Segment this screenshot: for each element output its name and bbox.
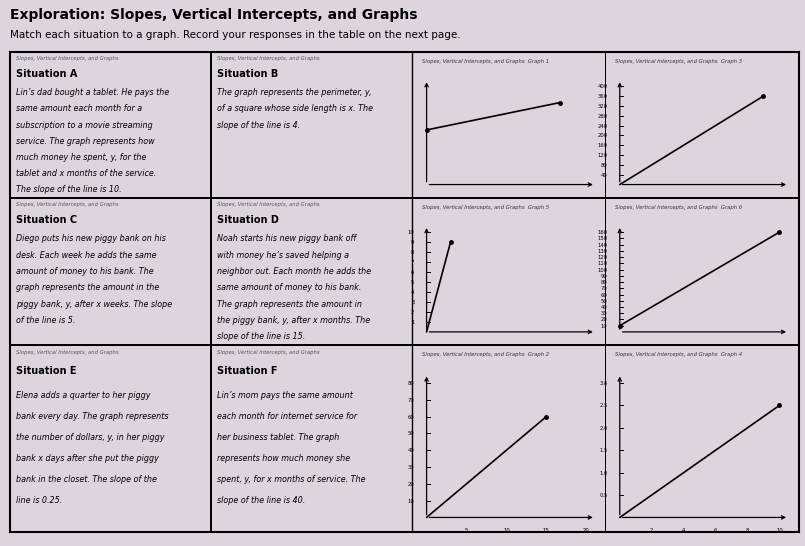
Text: much money he spent, y, for the: much money he spent, y, for the bbox=[16, 153, 147, 162]
Text: bank in the closet. The slope of the: bank in the closet. The slope of the bbox=[16, 475, 157, 484]
Text: Lin’s mom pays the same amount: Lin’s mom pays the same amount bbox=[217, 391, 353, 400]
Text: desk. Each week he adds the same: desk. Each week he adds the same bbox=[16, 251, 156, 260]
Text: Slopes, Vertical Intercepts, and Graphs  Graph 4: Slopes, Vertical Intercepts, and Graphs … bbox=[615, 352, 742, 357]
Text: each month for internet service for: each month for internet service for bbox=[217, 412, 357, 422]
Text: same amount each month for a: same amount each month for a bbox=[16, 104, 142, 114]
Text: her business tablet. The graph: her business tablet. The graph bbox=[217, 434, 340, 442]
Text: bank x days after she put the piggy: bank x days after she put the piggy bbox=[16, 454, 159, 463]
Text: Elena adds a quarter to her piggy: Elena adds a quarter to her piggy bbox=[16, 391, 151, 400]
Text: spent, y, for x months of service. The: spent, y, for x months of service. The bbox=[217, 475, 365, 484]
Text: with money he’s saved helping a: with money he’s saved helping a bbox=[217, 251, 349, 260]
Text: Situation E: Situation E bbox=[16, 366, 76, 376]
Text: Match each situation to a graph. Record your responses in the table on the next : Match each situation to a graph. Record … bbox=[10, 30, 460, 40]
Text: Slopes, Vertical Intercepts, and Graphs: Slopes, Vertical Intercepts, and Graphs bbox=[217, 349, 320, 354]
Text: of a square whose side length is x. The: of a square whose side length is x. The bbox=[217, 104, 374, 114]
Text: Situation B: Situation B bbox=[217, 69, 279, 79]
Text: the piggy bank, y, after x months. The: the piggy bank, y, after x months. The bbox=[217, 316, 370, 325]
Text: The graph represents the perimeter, y,: The graph represents the perimeter, y, bbox=[217, 88, 372, 97]
Text: Situation D: Situation D bbox=[217, 215, 279, 224]
Text: Situation C: Situation C bbox=[16, 215, 77, 224]
Text: Lin’s dad bought a tablet. He pays the: Lin’s dad bought a tablet. He pays the bbox=[16, 88, 169, 97]
Text: Slopes, Vertical Intercepts, and Graphs: Slopes, Vertical Intercepts, and Graphs bbox=[16, 56, 118, 61]
Text: service. The graph represents how: service. The graph represents how bbox=[16, 136, 155, 146]
Text: Situation F: Situation F bbox=[217, 366, 278, 376]
Text: Noah starts his new piggy bank off: Noah starts his new piggy bank off bbox=[217, 234, 357, 244]
Text: Situation A: Situation A bbox=[16, 69, 77, 79]
Text: Slopes, Vertical Intercepts, and Graphs  Graph 5: Slopes, Vertical Intercepts, and Graphs … bbox=[422, 205, 549, 210]
Text: The graph represents the amount in: The graph represents the amount in bbox=[217, 300, 362, 308]
Text: neighbor out. Each month he adds the: neighbor out. Each month he adds the bbox=[217, 267, 371, 276]
Text: Slopes, Vertical Intercepts, and Graphs: Slopes, Vertical Intercepts, and Graphs bbox=[16, 349, 118, 354]
Text: slope of the line is 40.: slope of the line is 40. bbox=[217, 496, 306, 505]
Text: line is 0.25.: line is 0.25. bbox=[16, 496, 62, 505]
Text: bank every day. The graph represents: bank every day. The graph represents bbox=[16, 412, 168, 422]
Text: subscription to a movie streaming: subscription to a movie streaming bbox=[16, 121, 153, 129]
Text: piggy bank, y, after x weeks. The slope: piggy bank, y, after x weeks. The slope bbox=[16, 300, 172, 308]
Text: same amount of money to his bank.: same amount of money to his bank. bbox=[217, 283, 361, 293]
Text: Diego puts his new piggy bank on his: Diego puts his new piggy bank on his bbox=[16, 234, 166, 244]
Text: represents how much money she: represents how much money she bbox=[217, 454, 350, 463]
Text: Exploration: Slopes, Vertical Intercepts, and Graphs: Exploration: Slopes, Vertical Intercepts… bbox=[10, 8, 417, 22]
Text: slope of the line is 15.: slope of the line is 15. bbox=[217, 333, 306, 341]
Text: Slopes, Vertical Intercepts, and Graphs: Slopes, Vertical Intercepts, and Graphs bbox=[217, 56, 320, 61]
Text: graph represents the amount in the: graph represents the amount in the bbox=[16, 283, 159, 293]
Text: Slopes, Vertical Intercepts, and Graphs  Graph 2: Slopes, Vertical Intercepts, and Graphs … bbox=[422, 352, 549, 357]
Text: tablet and x months of the service.: tablet and x months of the service. bbox=[16, 169, 156, 178]
Text: Slopes, Vertical Intercepts, and Graphs  Graph 1: Slopes, Vertical Intercepts, and Graphs … bbox=[422, 59, 549, 64]
Text: slope of the line is 4.: slope of the line is 4. bbox=[217, 121, 300, 129]
Text: Slopes, Vertical Intercepts, and Graphs: Slopes, Vertical Intercepts, and Graphs bbox=[217, 202, 320, 207]
Text: Slopes, Vertical Intercepts, and Graphs: Slopes, Vertical Intercepts, and Graphs bbox=[16, 202, 118, 207]
Text: The slope of the line is 10.: The slope of the line is 10. bbox=[16, 185, 122, 194]
Text: the number of dollars, y, in her piggy: the number of dollars, y, in her piggy bbox=[16, 434, 164, 442]
Text: of the line is 5.: of the line is 5. bbox=[16, 316, 76, 325]
Text: Slopes, Vertical Intercepts, and Graphs  Graph 6: Slopes, Vertical Intercepts, and Graphs … bbox=[615, 205, 742, 210]
Text: Slopes, Vertical Intercepts, and Graphs  Graph 3: Slopes, Vertical Intercepts, and Graphs … bbox=[615, 59, 742, 64]
Text: amount of money to his bank. The: amount of money to his bank. The bbox=[16, 267, 154, 276]
